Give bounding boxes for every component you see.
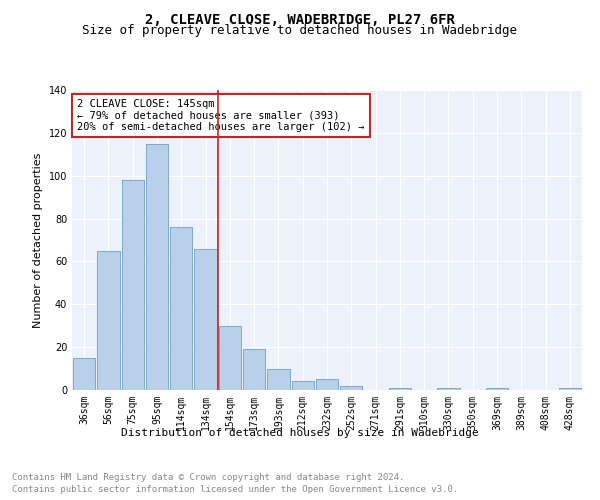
Bar — [97, 250, 119, 390]
Text: Contains public sector information licensed under the Open Government Licence v3: Contains public sector information licen… — [12, 485, 458, 494]
Bar — [389, 388, 411, 390]
Bar — [218, 326, 241, 390]
Text: Distribution of detached houses by size in Wadebridge: Distribution of detached houses by size … — [121, 428, 479, 438]
Y-axis label: Number of detached properties: Number of detached properties — [33, 152, 43, 328]
Bar — [170, 227, 193, 390]
Text: Size of property relative to detached houses in Wadebridge: Size of property relative to detached ho… — [83, 24, 517, 37]
Bar — [340, 386, 362, 390]
Text: Contains HM Land Registry data © Crown copyright and database right 2024.: Contains HM Land Registry data © Crown c… — [12, 472, 404, 482]
Bar — [559, 388, 581, 390]
Bar — [194, 248, 217, 390]
Bar — [122, 180, 144, 390]
Bar — [316, 380, 338, 390]
Bar — [292, 382, 314, 390]
Bar — [243, 350, 265, 390]
Bar — [486, 388, 508, 390]
Text: 2, CLEAVE CLOSE, WADEBRIDGE, PL27 6FR: 2, CLEAVE CLOSE, WADEBRIDGE, PL27 6FR — [145, 12, 455, 26]
Text: 2 CLEAVE CLOSE: 145sqm
← 79% of detached houses are smaller (393)
20% of semi-de: 2 CLEAVE CLOSE: 145sqm ← 79% of detached… — [77, 99, 365, 132]
Bar — [73, 358, 95, 390]
Bar — [146, 144, 168, 390]
Bar — [437, 388, 460, 390]
Bar — [267, 368, 290, 390]
